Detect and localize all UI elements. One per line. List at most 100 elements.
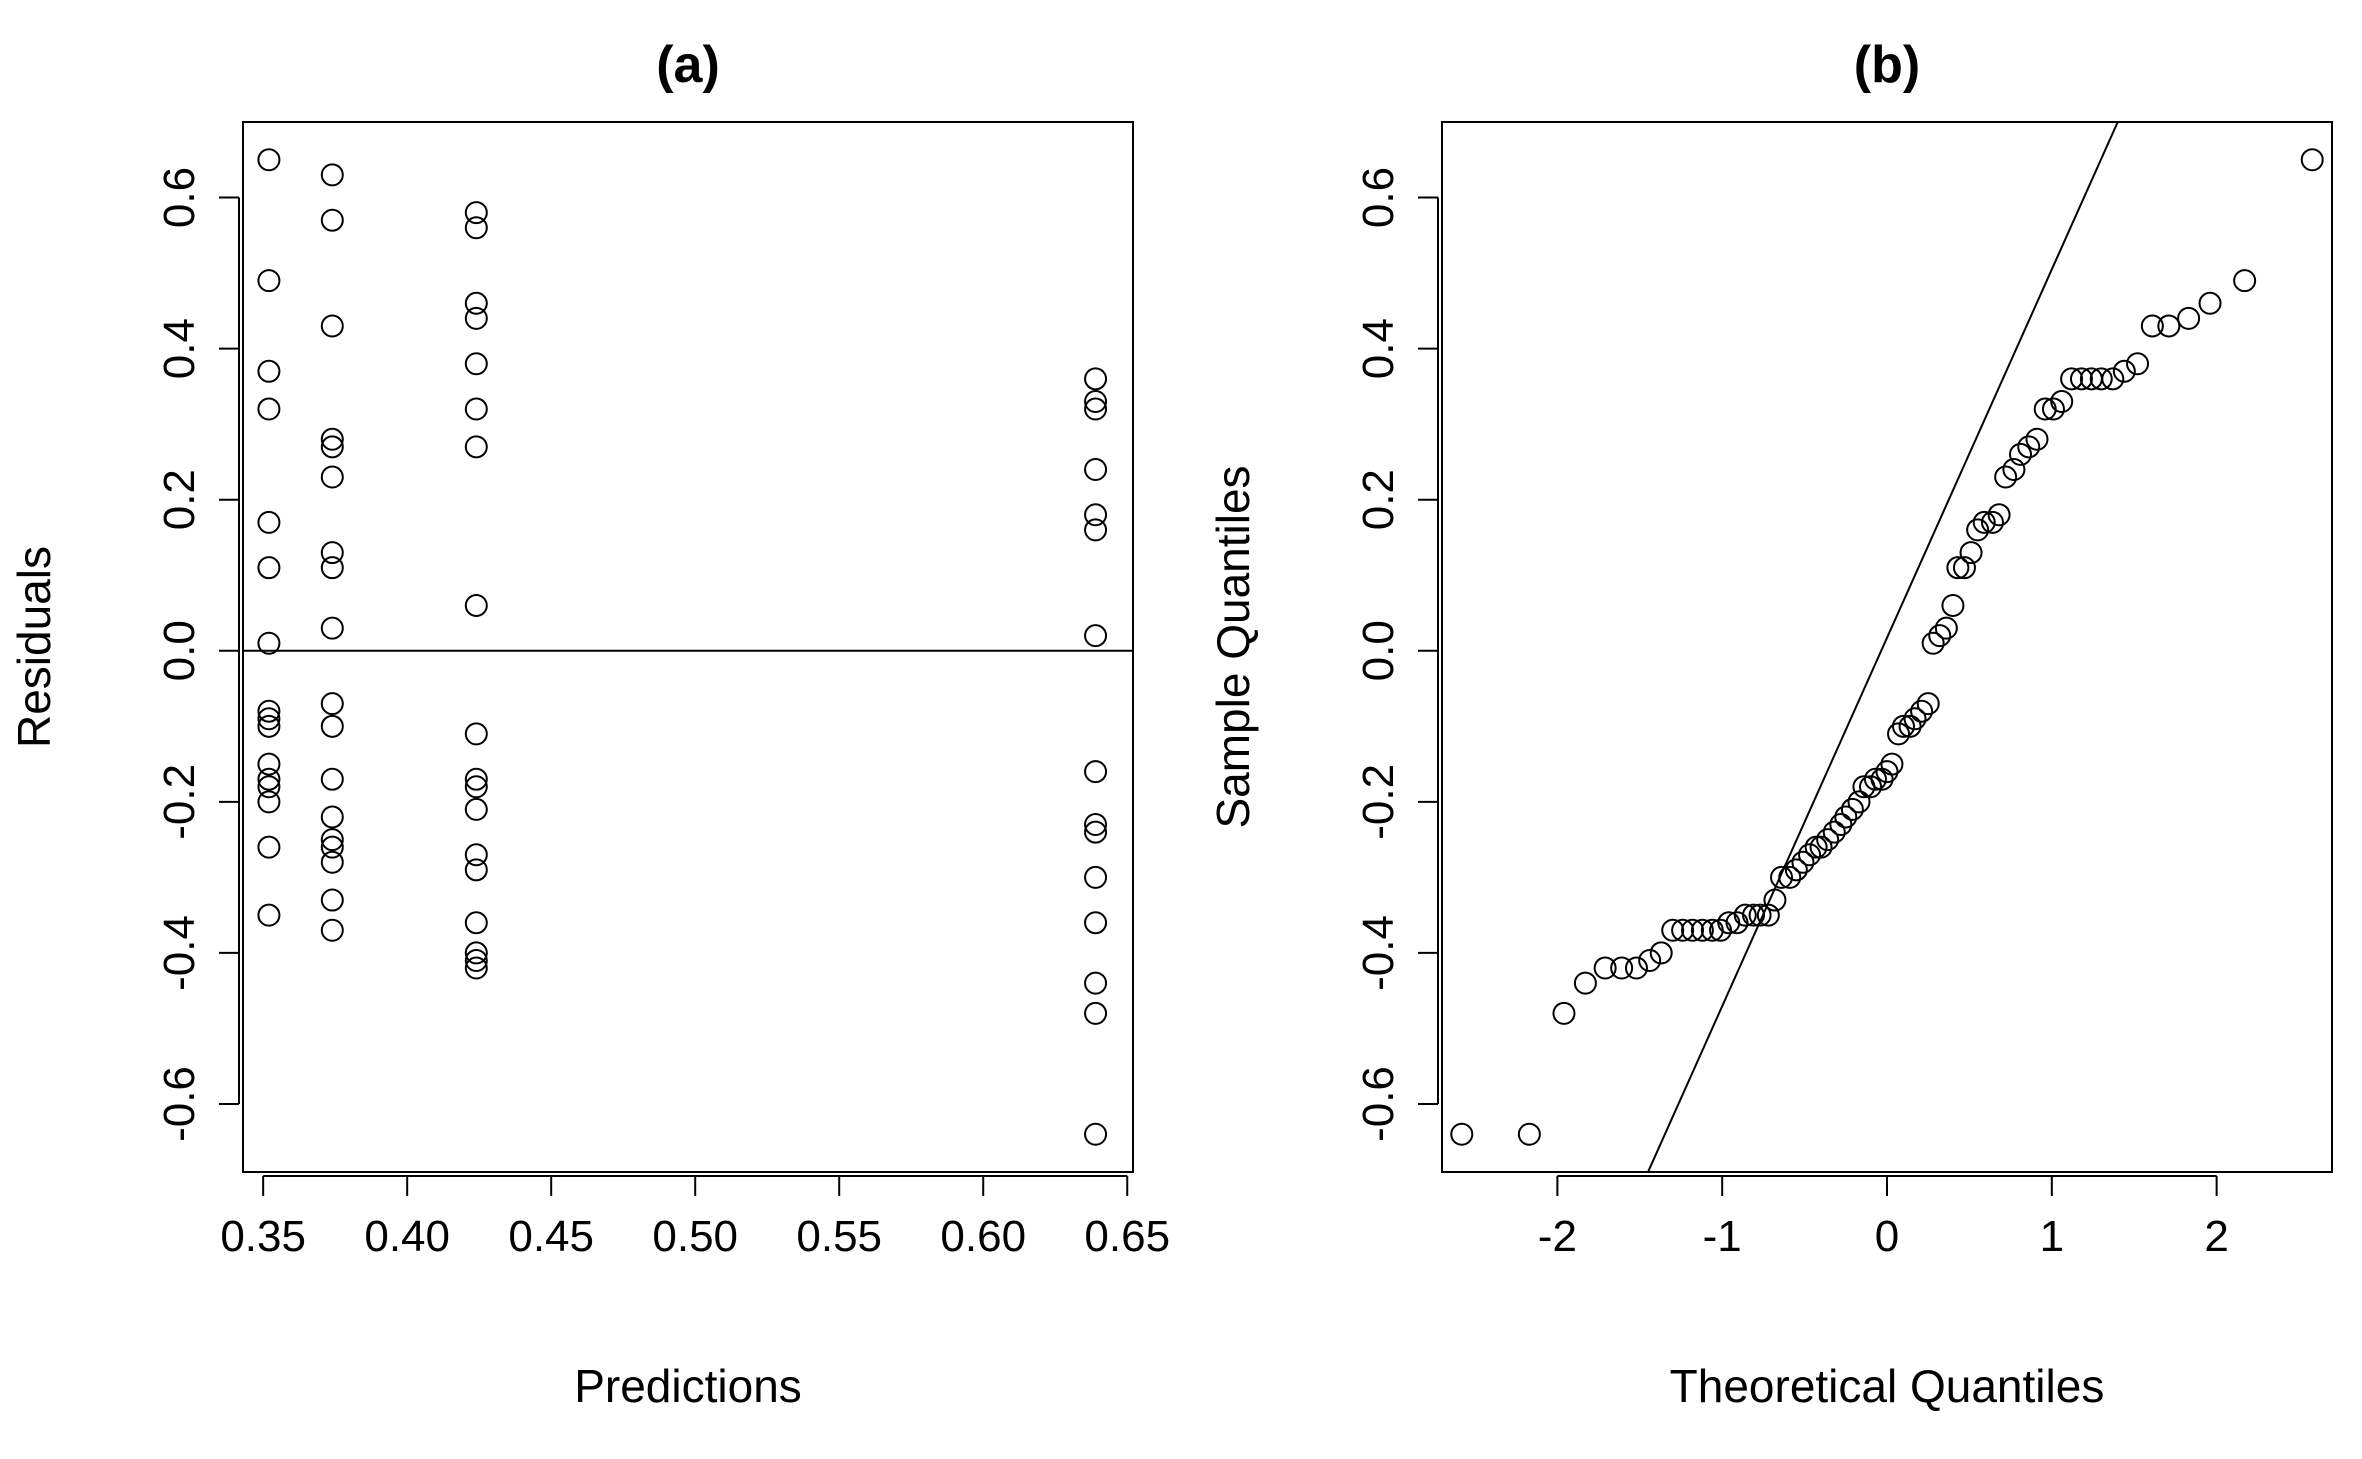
panel-b-point: [2041, 397, 2065, 421]
panel-a-point: [320, 888, 344, 912]
panel-b-point: [1748, 903, 1772, 927]
panel-b-point: [1859, 775, 1883, 799]
panel-b-x-tick-label: -2: [1538, 1212, 1577, 1261]
panel-b-point: [1847, 790, 1871, 814]
panel-b-point: [2177, 306, 2201, 330]
panel-a-point: [257, 903, 281, 927]
panel-b-point: [1987, 503, 2011, 527]
panel-b-point: [1880, 752, 1904, 776]
panel-b-point: [1784, 858, 1808, 882]
panel-b-point: [2089, 367, 2113, 391]
panel-a-point: [257, 790, 281, 814]
panel-a-point: [464, 775, 488, 799]
panel-a-y-tick-label: 0.2: [155, 469, 204, 530]
panel-b-y-tick-label: -0.2: [1354, 764, 1403, 840]
panel-b-point: [2157, 314, 2181, 338]
panel-a-point: [320, 435, 344, 459]
panel-b-point: [2233, 269, 2257, 293]
panel-b-point: [1928, 624, 1952, 648]
panel-a-point: [464, 911, 488, 935]
panel-b-point: [1593, 956, 1617, 980]
panel-b-x-label: Theoretical Quantiles: [1670, 1360, 2105, 1412]
panel-b-y-tick-label: -0.6: [1354, 1066, 1403, 1142]
panel-b-point: [1941, 593, 1965, 617]
panel-b-y-tick-label: 0.4: [1354, 318, 1403, 379]
panel-a-point: [1084, 397, 1108, 421]
panel-b-point: [1763, 888, 1787, 912]
panel-a-y-tick-label: -0.4: [155, 915, 204, 991]
panel-a-point: [257, 269, 281, 293]
panel-a-point: [464, 948, 488, 972]
panel-a-point: [257, 835, 281, 859]
panel-a-x-tick-label: 0.65: [1084, 1212, 1170, 1261]
panel-a-point: [464, 797, 488, 821]
panel-b-point: [2126, 352, 2150, 376]
panel-a-point: [464, 956, 488, 980]
panel-a-point: [257, 699, 281, 723]
panel-b-x-axis: -2 -1 0 1 2: [1538, 1175, 2229, 1261]
panel-b-point: [1624, 956, 1648, 980]
panel-b-point: [1898, 714, 1922, 738]
panel-b-point: [1972, 510, 1996, 534]
panel-a-point: [1084, 911, 1108, 935]
panel-a-point: [257, 707, 281, 731]
panel-a-point: [320, 163, 344, 187]
panel-b-y-label: Sample Quantiles: [1207, 465, 1259, 828]
panel-a-x-axis: 0.35 0.40 0.45 0.50 0.55 0.60 0.65: [220, 1175, 1170, 1261]
panel-b-point: [1829, 813, 1853, 837]
panel-b-x-tick-label: 2: [2204, 1212, 2228, 1261]
panel-b-point: [1921, 631, 1945, 655]
panel-a-point: [257, 752, 281, 776]
panel-b-point: [1756, 903, 1780, 927]
panel-a-point: [320, 918, 344, 942]
panel-a-point: [257, 631, 281, 655]
residuals-panel: (a) 0.35 0.40 0.45 0.50 0.55 0.60 0.65 -0.6-0.…: [8, 36, 1170, 1412]
panel-a-point: [257, 397, 281, 421]
panel-a-point: [257, 714, 281, 738]
panel-b-point: [2198, 291, 2222, 315]
panel-b-point: [1966, 518, 1990, 542]
panel-a-y-tick-label: 0.6: [155, 167, 204, 228]
panel-a-point: [320, 805, 344, 829]
panel-b-point: [1834, 805, 1858, 829]
panel-a-point: [464, 593, 488, 617]
panel-b-point: [1887, 722, 1911, 746]
panel-b-point: [1875, 760, 1899, 784]
panel-b-point: [2025, 427, 2049, 451]
panel-a-y-tick-label: 0.0: [155, 620, 204, 681]
panel-a-y-tick-label: -0.6: [155, 1066, 204, 1142]
panel-b-point: [1681, 918, 1705, 942]
panel-a-point: [1084, 624, 1108, 648]
panel-a-point: [1084, 457, 1108, 481]
panel-b-point: [1671, 918, 1695, 942]
panel-a-point: [257, 556, 281, 580]
panel-b-point: [2300, 148, 2324, 172]
panel-a-y-label: Residuals: [8, 546, 60, 748]
panel-b-point: [1573, 971, 1597, 995]
panel-a-point: [320, 541, 344, 565]
panel-b-point: [1952, 556, 1976, 580]
panel-a-point: [1084, 760, 1108, 784]
panel-b-point: [2060, 367, 2084, 391]
panel-b-point: [2101, 367, 2125, 391]
panel-a-point: [1084, 1001, 1108, 1025]
panel-a-point: [1084, 971, 1108, 995]
panel-a-point: [464, 291, 488, 315]
panel-a-point: [1084, 518, 1108, 542]
panel-a-point: [320, 616, 344, 640]
panel-b-point: [1778, 865, 1802, 889]
panel-b-point: [1791, 850, 1815, 874]
panel-b-point: [1816, 828, 1840, 852]
panel-a-x-tick-label: 0.40: [364, 1212, 450, 1261]
panel-b-title: (b): [1854, 36, 1920, 94]
panel-a-points: [257, 148, 1108, 1146]
panel-b-point: [1822, 820, 1846, 844]
panel-a-y-tick-label: -0.2: [155, 764, 204, 840]
panel-b-point: [1804, 835, 1828, 859]
panel-a-point: [464, 941, 488, 965]
panel-b-point: [2069, 367, 2093, 391]
panel-a-point: [320, 692, 344, 716]
panel-a-point: [320, 208, 344, 232]
panel-a-point: [464, 858, 488, 882]
panel-b-point: [1690, 918, 1714, 942]
